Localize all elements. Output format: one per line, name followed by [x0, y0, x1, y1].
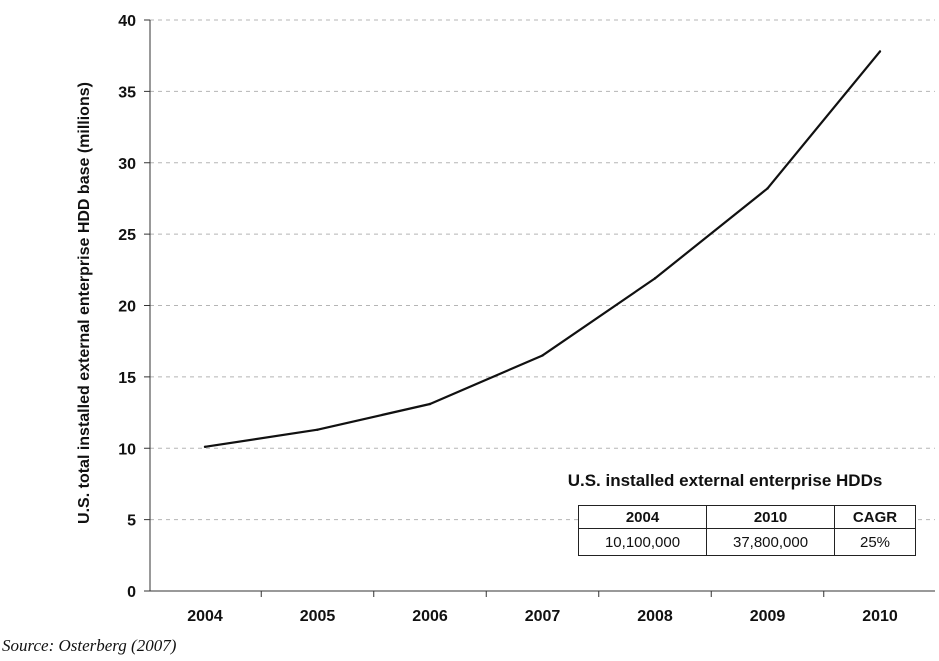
- inset-table-title: U.S. installed external enterprise HDDs: [567, 471, 883, 490]
- x-tick-labels: 2004 2005 2006 2007 2008 2009 2010: [187, 608, 898, 625]
- x-tick-label: 2007: [525, 608, 561, 625]
- data-point: [316, 428, 319, 431]
- inset-value-cell: 10,100,000: [577, 528, 708, 556]
- inset-header-cell: 2004: [577, 505, 708, 529]
- data-point: [766, 187, 769, 190]
- inset-value-row: 10,100,000 37,800,000 25%: [577, 528, 916, 556]
- x-tick-label: 2008: [637, 608, 673, 625]
- y-tick-label: 35: [118, 84, 136, 101]
- y-tick-label: 5: [127, 513, 136, 530]
- data-series: [203, 50, 882, 449]
- y-tick-label: 0: [127, 584, 136, 601]
- series-line: [204, 50, 881, 448]
- inset-value-cell: 25%: [834, 528, 916, 556]
- y-tick-label: 40: [118, 13, 136, 30]
- y-tick-label: 15: [118, 370, 136, 387]
- y-axis-title: U.S. total installed external enterprise…: [76, 82, 93, 524]
- data-point: [653, 277, 657, 280]
- x-tick-label: 2006: [412, 608, 448, 625]
- y-tick-label: 20: [118, 299, 136, 316]
- source-note: Source: Osterberg (2007): [2, 636, 177, 655]
- y-tick-label: 10: [118, 441, 136, 458]
- x-tick-label: 2004: [187, 608, 223, 625]
- axes: [144, 19, 935, 597]
- inset-header-cell: CAGR: [834, 505, 916, 529]
- y-tick-labels: 0 5 10 15 20 25 30 35 40: [118, 13, 136, 601]
- y-tick-label: 30: [118, 156, 136, 173]
- data-point: [878, 50, 882, 53]
- data-point: [428, 402, 432, 406]
- x-tick-label: 2005: [300, 608, 336, 625]
- inset-header-cell: 2010: [706, 505, 836, 529]
- inset-header-row: 2004 2010 CAGR: [577, 505, 916, 529]
- x-tick-label: 2009: [750, 608, 786, 625]
- inset-value-cell: 37,800,000: [706, 528, 836, 556]
- x-tick-label: 2010: [862, 608, 898, 625]
- y-tick-label: 25: [118, 227, 136, 244]
- inset-table: 2004 2010 CAGR 10,100,000 37,800,000 25%: [577, 505, 916, 556]
- data-point: [541, 354, 544, 357]
- data-point: [203, 445, 207, 449]
- gridlines: [150, 19, 935, 521]
